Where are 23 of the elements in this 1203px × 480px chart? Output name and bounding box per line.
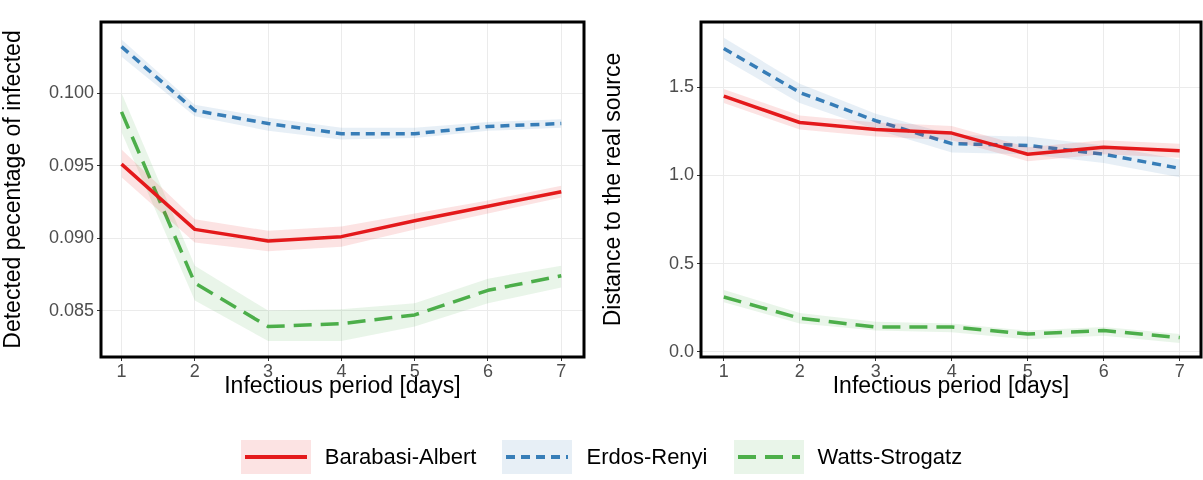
y-tick-label: 1.5 xyxy=(668,76,694,97)
x-tick-label: 2 xyxy=(189,360,200,381)
x-tick-label: 6 xyxy=(1098,360,1109,381)
x-tick-label: 7 xyxy=(1174,360,1185,381)
y-tick-label: 0.090 xyxy=(48,227,94,248)
x-tick-label: 4 xyxy=(946,360,957,381)
legend-label: Barabasi-Albert xyxy=(324,444,477,470)
x-tick-label: 4 xyxy=(336,360,347,381)
x-tick-label: 1 xyxy=(116,360,127,381)
y-tick-label: 0.5 xyxy=(668,252,694,273)
x-tick-label: 7 xyxy=(556,360,567,381)
legend-label: Watts-Strogatz xyxy=(817,444,963,470)
legend-label: Erdos-Renyi xyxy=(586,444,708,470)
y-tick-label: 1.0 xyxy=(668,164,694,185)
y-tick-label: 0.085 xyxy=(48,299,94,320)
x-tick-label: 6 xyxy=(482,360,493,381)
y-axis-title: Detected pecentage of infected xyxy=(0,30,26,349)
y-axis-title: Distance to the real source xyxy=(599,52,626,327)
y-tick-label: 0.0 xyxy=(668,340,694,361)
x-tick-label: 2 xyxy=(794,360,805,381)
y-tick-label: 0.095 xyxy=(48,154,94,175)
x-tick-label: 1 xyxy=(718,360,729,381)
y-tick-label: 0.100 xyxy=(48,82,94,103)
